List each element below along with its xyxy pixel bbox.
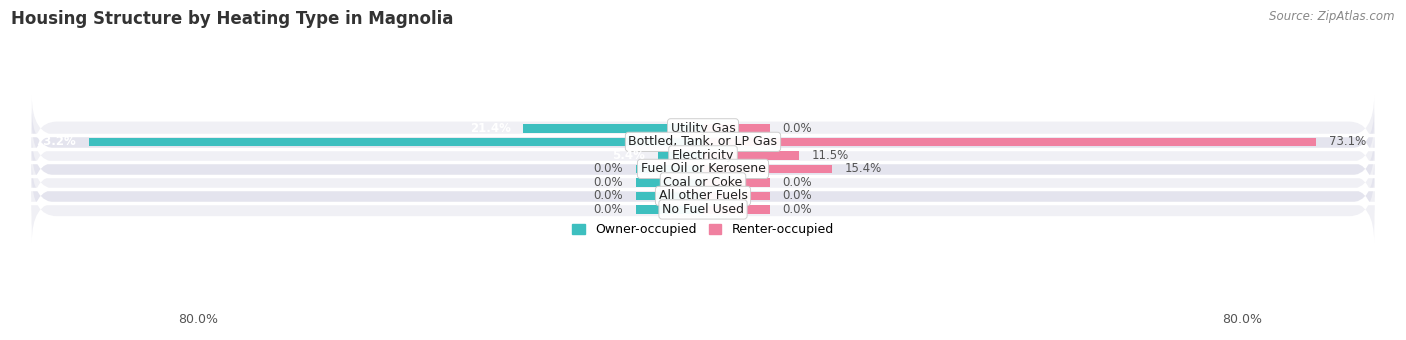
Bar <box>89 138 703 146</box>
Text: 0.0%: 0.0% <box>593 163 623 175</box>
Text: 80.0%: 80.0% <box>179 313 218 326</box>
Text: All other Fuels: All other Fuels <box>658 189 748 202</box>
Text: 0.0%: 0.0% <box>593 189 623 202</box>
Bar <box>636 178 703 187</box>
Text: 5.4%: 5.4% <box>612 149 645 162</box>
Bar <box>703 138 1316 146</box>
FancyBboxPatch shape <box>32 95 1374 162</box>
Bar <box>523 124 703 133</box>
Bar <box>703 165 832 173</box>
Text: Source: ZipAtlas.com: Source: ZipAtlas.com <box>1270 10 1395 23</box>
Text: 0.0%: 0.0% <box>783 122 813 135</box>
Bar <box>703 124 770 133</box>
FancyBboxPatch shape <box>32 108 1374 176</box>
Text: 0.0%: 0.0% <box>593 176 623 189</box>
FancyBboxPatch shape <box>32 149 1374 216</box>
Text: Electricity: Electricity <box>672 149 734 162</box>
FancyBboxPatch shape <box>32 122 1374 189</box>
Text: 0.0%: 0.0% <box>593 203 623 216</box>
Text: 15.4%: 15.4% <box>845 163 882 175</box>
Text: Coal or Coke: Coal or Coke <box>664 176 742 189</box>
FancyBboxPatch shape <box>32 135 1374 203</box>
Text: Fuel Oil or Kerosene: Fuel Oil or Kerosene <box>641 163 765 175</box>
Bar <box>703 178 770 187</box>
Text: 80.0%: 80.0% <box>1223 313 1263 326</box>
Text: 73.1%: 73.1% <box>1329 135 1367 148</box>
FancyBboxPatch shape <box>32 162 1374 230</box>
Text: 0.0%: 0.0% <box>783 203 813 216</box>
Text: Utility Gas: Utility Gas <box>671 122 735 135</box>
Bar <box>703 151 800 159</box>
Text: 11.5%: 11.5% <box>813 149 849 162</box>
Text: 0.0%: 0.0% <box>783 189 813 202</box>
Bar <box>636 192 703 200</box>
Bar <box>636 205 703 214</box>
Text: No Fuel Used: No Fuel Used <box>662 203 744 216</box>
Text: 21.4%: 21.4% <box>470 122 510 135</box>
Bar <box>703 192 770 200</box>
Text: Bottled, Tank, or LP Gas: Bottled, Tank, or LP Gas <box>628 135 778 148</box>
Text: 73.2%: 73.2% <box>35 135 76 148</box>
Legend: Owner-occupied, Renter-occupied: Owner-occupied, Renter-occupied <box>568 218 838 241</box>
Text: Housing Structure by Heating Type in Magnolia: Housing Structure by Heating Type in Mag… <box>11 10 454 28</box>
Bar <box>703 205 770 214</box>
Bar <box>658 151 703 159</box>
Text: 0.0%: 0.0% <box>783 176 813 189</box>
Bar <box>636 165 703 173</box>
FancyBboxPatch shape <box>32 176 1374 243</box>
